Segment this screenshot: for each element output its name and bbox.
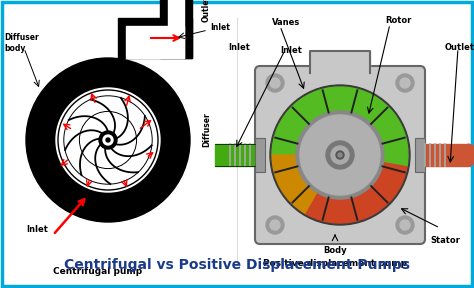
- Circle shape: [296, 111, 384, 199]
- Circle shape: [331, 146, 349, 164]
- Circle shape: [400, 220, 410, 230]
- Circle shape: [270, 78, 280, 88]
- Circle shape: [56, 88, 160, 192]
- Polygon shape: [160, 0, 192, 58]
- Circle shape: [400, 78, 410, 88]
- Circle shape: [338, 153, 342, 157]
- Text: Diffuser: Diffuser: [202, 113, 211, 147]
- Text: Inlet: Inlet: [210, 24, 230, 33]
- Circle shape: [270, 220, 280, 230]
- Circle shape: [396, 216, 414, 234]
- Polygon shape: [215, 144, 255, 166]
- Circle shape: [336, 151, 344, 159]
- Circle shape: [326, 141, 354, 169]
- Text: Outlet: Outlet: [445, 43, 474, 52]
- FancyBboxPatch shape: [2, 2, 472, 286]
- Circle shape: [26, 58, 190, 222]
- Polygon shape: [425, 144, 470, 166]
- Circle shape: [58, 90, 158, 190]
- Polygon shape: [118, 18, 192, 58]
- Wedge shape: [272, 87, 408, 167]
- Text: Outlet: Outlet: [202, 0, 211, 22]
- Polygon shape: [468, 144, 474, 166]
- Circle shape: [300, 115, 380, 195]
- Wedge shape: [306, 155, 407, 223]
- Polygon shape: [310, 51, 370, 73]
- Text: Centrifugal pump: Centrifugal pump: [54, 267, 143, 276]
- Wedge shape: [272, 155, 340, 214]
- FancyBboxPatch shape: [255, 138, 265, 172]
- Polygon shape: [126, 26, 184, 58]
- FancyBboxPatch shape: [415, 138, 425, 172]
- Text: Positive displacement pump: Positive displacement pump: [263, 259, 407, 268]
- Circle shape: [99, 131, 117, 149]
- Circle shape: [396, 74, 414, 92]
- Circle shape: [266, 216, 284, 234]
- Circle shape: [270, 85, 410, 225]
- Circle shape: [103, 135, 113, 145]
- Text: Inlet: Inlet: [280, 46, 302, 55]
- Text: Diffuser
body: Diffuser body: [4, 33, 39, 53]
- Circle shape: [266, 74, 284, 92]
- Polygon shape: [168, 0, 184, 58]
- Text: Vanes: Vanes: [272, 18, 300, 27]
- Text: Inlet: Inlet: [228, 43, 250, 52]
- Text: Inlet: Inlet: [26, 226, 48, 234]
- Text: Body: Body: [323, 246, 347, 255]
- FancyBboxPatch shape: [255, 66, 425, 244]
- Text: Rotor: Rotor: [385, 16, 411, 25]
- Circle shape: [106, 138, 110, 142]
- Text: Stator: Stator: [430, 236, 460, 245]
- Text: Centrifugal vs Positive Displacement Pumps: Centrifugal vs Positive Displacement Pum…: [64, 258, 410, 272]
